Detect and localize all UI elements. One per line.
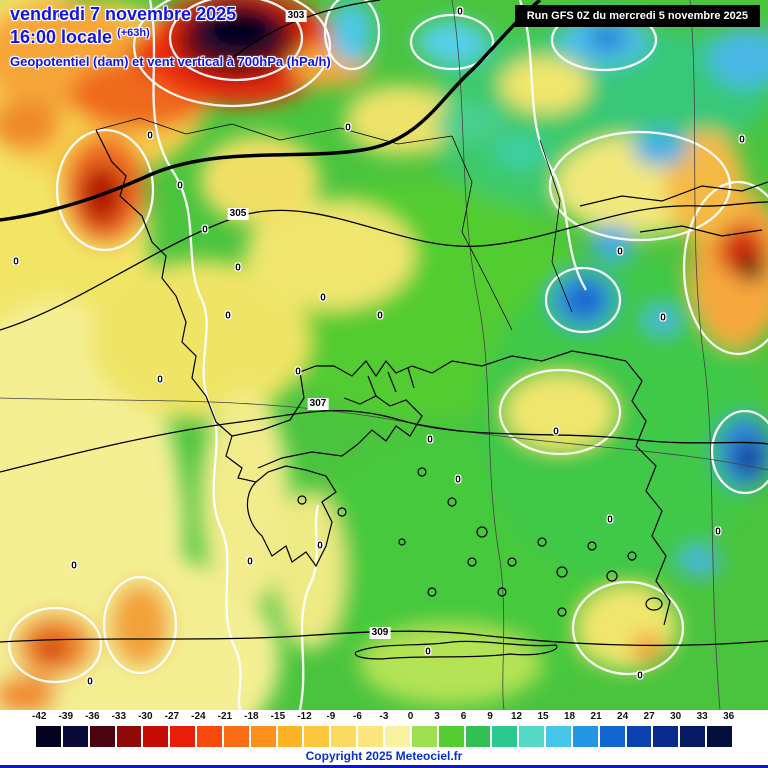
legend-footer: -42 -39 -36 -33 -30 -27 -24 -21 -18 -15 -12 -9 -6 -3 0…: [0, 710, 768, 768]
date-label: vendredi 7 novembre 2025: [10, 4, 237, 24]
colorbar-cell: [384, 726, 410, 747]
colorbar-tick-label: -42: [32, 711, 47, 722]
bottom-border-line: [0, 765, 768, 768]
colorbar-tick-label: 0: [407, 711, 414, 722]
colorbar-tick-label: 33: [696, 711, 708, 722]
colorbar-cell: [465, 726, 491, 747]
colorbar-tick-label: 18: [564, 711, 576, 722]
colorbar-tick-label: -6: [352, 711, 362, 722]
colorbar-tick-label: -15: [270, 711, 286, 722]
colorbar-cell: [331, 726, 357, 747]
colorbar-cell: [653, 726, 679, 747]
colorbar-cell: [411, 726, 437, 747]
colorbar-cell: [170, 726, 196, 747]
colorbar-cell: [62, 726, 88, 747]
colorbar-cell: [626, 726, 652, 747]
colorbar-cell: [223, 726, 249, 747]
colorbar-cell: [89, 726, 115, 747]
colorbar-cell: [36, 726, 61, 747]
colorbar-tick-label: 21: [590, 711, 602, 722]
colorbar-tick-label: -3: [379, 711, 389, 722]
colorbar-cell: [707, 726, 732, 747]
colorbar-cell: [438, 726, 464, 747]
coastline-layer: [95, 117, 768, 660]
colorbar-tick-label: -21: [217, 711, 233, 722]
colorbar-cell: [277, 726, 303, 747]
vertical-velocity-field-map: [0, 0, 768, 710]
colorbar-tick-label: -24: [191, 711, 206, 722]
copyright-text: Copyright 2025 Meteociel.fr: [305, 749, 463, 763]
field-color-blobs: [0, 0, 768, 710]
colorbar-cell: [492, 726, 518, 747]
colorbar-cell: [116, 726, 142, 747]
colorbar-tick-label: 30: [670, 711, 682, 722]
map-header: vendredi 7 novembre 2025 16:00 locale (+…: [10, 4, 331, 69]
colorbar-cell: [519, 726, 545, 747]
colorbar-cell: [143, 726, 169, 747]
colorbar-tick-label: -30: [138, 711, 153, 722]
colorbar-tick-label: -33: [111, 711, 127, 722]
colorbar-tick-label: 9: [487, 711, 493, 722]
colorbar-tick-label: -12: [297, 711, 312, 722]
colorbar-tick-label: 12: [510, 711, 523, 722]
colorbar-tick-label: 36: [723, 711, 735, 722]
colorbar-cell: [680, 726, 706, 747]
colorbar-tick-label: 6: [460, 711, 467, 722]
local-time-text: 16:00 locale: [10, 27, 113, 47]
colorbar-tick-label: -39: [58, 711, 73, 722]
colorbar: [36, 726, 732, 747]
colorbar-tick-label: -18: [244, 711, 259, 722]
geopotential-contours: [0, 0, 768, 647]
colorbar-tick-label: 27: [643, 711, 655, 722]
time-label: 16:00 locale (+63h): [10, 27, 331, 48]
colorbar-tick-label: 15: [537, 711, 549, 722]
colorbar-tick-label: -9: [326, 711, 336, 722]
colorbar-cell: [546, 726, 571, 747]
weather-map: 3033053073090000000000000000000000000000…: [0, 0, 768, 710]
colorbar-cell: [358, 726, 383, 747]
colorbar-cell: [250, 726, 276, 747]
colorbar-cell: [304, 726, 330, 747]
colorbar-tick-label: -27: [164, 711, 180, 722]
colorbar-tick-label: 3: [434, 711, 440, 722]
graticule-lines: [0, 0, 768, 710]
forecast-offset-text: (+63h): [117, 27, 150, 39]
colorbar-tick-labels: -42 -39 -36 -33 -30 -27 -24 -21 -18 -15 -12 -9 -6 -3 0…: [26, 711, 742, 722]
colorbar-tick-label: -36: [85, 711, 100, 722]
parameter-subtitle: Geopotentiel (dam) et vent vertical à 70…: [10, 54, 331, 69]
colorbar-cell: [197, 726, 222, 747]
run-info-box: Run GFS 0Z du mercredi 5 novembre 2025: [514, 5, 760, 27]
colorbar-tick-label: 24: [617, 711, 629, 722]
colorbar-cell: [599, 726, 625, 747]
colorbar-cell: [572, 726, 598, 747]
